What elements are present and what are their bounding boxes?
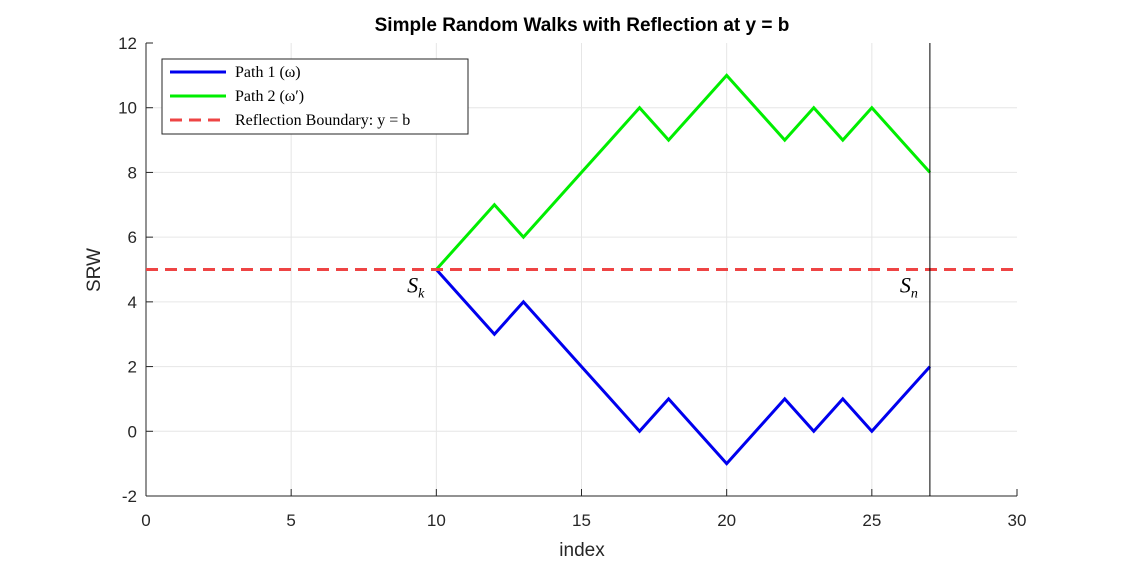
y-tick-label: 12 (118, 34, 137, 53)
annotations: Sk Sn (407, 273, 918, 302)
series-line-1 (435, 268, 932, 466)
plot-area (146, 43, 1017, 496)
y-tick-label: 6 (128, 228, 137, 247)
legend: Path 1 (ω) Path 2 (ω′) Reflection Boundary… (161, 58, 469, 135)
legend-entry: Path 2 (ω′) (235, 88, 304, 105)
annotation-label: Sk (407, 273, 425, 302)
x-axis-ticks: 0 5 10 15 20 25 30 (141, 489, 1026, 530)
y-tick-label: -2 (122, 487, 137, 506)
legend-entry: Reflection Boundary: y = b (235, 112, 410, 129)
x-tick-label: 15 (572, 511, 591, 530)
x-axis-label: index (559, 540, 605, 561)
x-tick-label: 25 (862, 511, 881, 530)
y-tick-label: 10 (118, 99, 137, 118)
y-axis-ticks: -2 0 2 4 6 8 10 12 (118, 34, 153, 506)
chart-title: Simple Random Walks with Reflection at y… (375, 15, 790, 36)
x-tick-label: 10 (427, 511, 446, 530)
y-tick-label: 0 (128, 422, 137, 441)
x-tick-label: 30 (1008, 511, 1027, 530)
x-tick-label: 5 (286, 511, 295, 530)
legend-entry: Path 1 (ω) (235, 64, 301, 81)
y-axis-label: SRW (84, 248, 105, 292)
annotation-label: Sn (900, 273, 918, 302)
series-line-2 (435, 73, 932, 271)
y-tick-label: 8 (128, 163, 137, 182)
x-tick-label: 20 (717, 511, 736, 530)
x-tick-label: 0 (141, 511, 150, 530)
y-tick-label: 4 (128, 293, 137, 312)
y-tick-label: 2 (128, 358, 137, 377)
